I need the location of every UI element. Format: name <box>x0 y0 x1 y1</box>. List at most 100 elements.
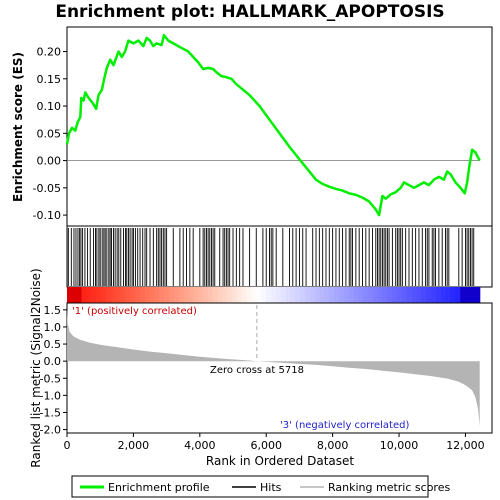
color-bar-segment <box>232 287 238 303</box>
color-bar-segment <box>348 287 355 303</box>
metric-y-tick-label: -1.5 <box>40 406 61 419</box>
color-bar-segment <box>411 287 418 303</box>
color-bar-segment <box>275 287 282 303</box>
color-bar-segment <box>416 287 423 303</box>
color-bar-segment <box>115 287 122 303</box>
es-panel: -0.10 -0.05 0.00 0.05 0.10 0.15 0.20 Enrichmen… <box>11 26 493 227</box>
metric-panel: -2.0 -1.5 -1.0 -0.5 0.0 0.5 1.0 1.5 '1' (positi… <box>29 268 493 468</box>
color-bar-segment <box>309 287 316 303</box>
color-bar-segment <box>130 287 136 303</box>
color-bar-segment <box>440 287 447 303</box>
color-bar-segment <box>304 287 311 303</box>
color-bar-segment <box>372 287 379 303</box>
color-bar-segment <box>387 287 393 303</box>
color-bar-segment <box>91 287 97 303</box>
color-bar-segment <box>168 287 175 303</box>
color-bar-segment <box>436 287 442 303</box>
color-bar-segment <box>470 287 476 303</box>
es-y-axis: -0.10 -0.05 0.00 0.05 0.10 0.15 0.20 <box>33 46 67 222</box>
x-tick-label: 10,000 <box>380 439 419 452</box>
ranking-metric-area <box>67 308 480 427</box>
color-bar-segment <box>222 287 228 303</box>
x-axis-label: Rank in Ordered Dataset <box>206 454 354 468</box>
color-bar-segment <box>227 287 233 303</box>
color-bar-segment <box>139 287 146 303</box>
color-bar-segment <box>377 287 384 303</box>
color-bar-segment <box>96 287 102 303</box>
es-plot-frame <box>66 26 493 227</box>
color-bar-segment <box>86 287 92 303</box>
color-bar-segment <box>450 287 457 303</box>
color-bar-segment <box>421 287 427 303</box>
color-bar-segment <box>149 287 155 303</box>
color-bar-segment <box>120 287 126 303</box>
color-bar-segment <box>67 287 73 303</box>
metric-y-axis-label: Ranked list metric (Signal2Noise) <box>29 268 43 467</box>
color-bar-segment <box>134 287 141 303</box>
color-bar-segment <box>193 287 199 303</box>
color-bar-segment <box>402 287 408 303</box>
hits-panel <box>66 225 493 288</box>
es-y-tick-label: 0.10 <box>37 100 62 113</box>
metric-y-tick-label: 1.5 <box>44 304 62 317</box>
color-bar-segment <box>110 287 117 303</box>
color-bar-segment <box>154 287 160 303</box>
color-bar-segment <box>445 287 452 303</box>
color-bar-segment <box>280 287 287 303</box>
color-bar-segment <box>76 287 83 303</box>
color-bar-segment <box>178 287 185 303</box>
es-y-axis-label: Enrichment score (ES) <box>11 52 25 202</box>
color-bar-segment <box>188 287 194 303</box>
color-bar-segment <box>266 287 272 303</box>
positive-correlation-label: '1' (positively correlated) <box>72 306 197 317</box>
color-bar-segment <box>270 287 277 303</box>
color-bar-segment <box>246 287 253 303</box>
color-bar-segment <box>465 287 471 303</box>
color-bar-segment <box>460 287 466 303</box>
rank-color-bar <box>67 287 481 303</box>
x-tick-label: 2,000 <box>118 439 150 452</box>
x-tick-label: 6,000 <box>250 439 282 452</box>
color-bar-segment <box>474 287 481 303</box>
color-bar-segment <box>295 287 301 303</box>
color-bar-segment <box>183 287 189 303</box>
metric-y-tick-label: -2.0 <box>40 424 61 437</box>
x-tick-label: 12,000 <box>446 439 485 452</box>
color-bar-segment <box>290 287 296 303</box>
color-bar-segment <box>300 287 306 303</box>
color-bar-segment <box>207 287 214 303</box>
color-bar-segment <box>406 287 413 303</box>
color-bar-segment <box>431 287 437 303</box>
legend: Enrichment profile Hits Ranking metric sco… <box>71 475 450 498</box>
color-bar-segment <box>285 287 291 303</box>
color-bar-segment <box>144 287 151 303</box>
legend-label: Enrichment profile <box>108 481 210 494</box>
color-bar-segment <box>319 287 325 303</box>
legend-label: Ranking metric scores <box>328 481 450 494</box>
color-bar-segment <box>241 287 248 303</box>
color-bar-segment <box>426 287 432 303</box>
color-bar-segment <box>353 287 359 303</box>
enrichment-profile-line <box>65 33 481 217</box>
es-y-tick-label: -0.05 <box>33 182 61 195</box>
color-bar-segment <box>343 287 350 303</box>
color-bar-segment <box>81 287 88 303</box>
negative-correlation-label: '3' (negatively correlated) <box>280 420 409 431</box>
color-bar-segment <box>105 287 112 303</box>
color-bar-segment <box>329 287 335 303</box>
color-bar-segment <box>125 287 131 303</box>
color-bar-segment <box>212 287 219 303</box>
x-tick-label: 8,000 <box>317 439 349 452</box>
x-tick-label: 0 <box>64 439 71 452</box>
color-bar-segment <box>363 287 369 303</box>
metric-y-axis: -2.0 -1.5 -1.0 -0.5 0.0 0.5 1.0 1.5 <box>40 304 67 437</box>
color-bar-segment <box>314 287 321 303</box>
es-y-tick-label: 0.15 <box>37 73 62 86</box>
x-tick-label: 4,000 <box>184 439 216 452</box>
hit-markers <box>67 228 475 286</box>
es-y-tick-label: 0.20 <box>37 46 62 59</box>
metric-y-tick-label: -1.0 <box>40 389 61 402</box>
legend-label: Hits <box>260 481 282 494</box>
metric-y-tick-label: 1.0 <box>44 321 62 334</box>
